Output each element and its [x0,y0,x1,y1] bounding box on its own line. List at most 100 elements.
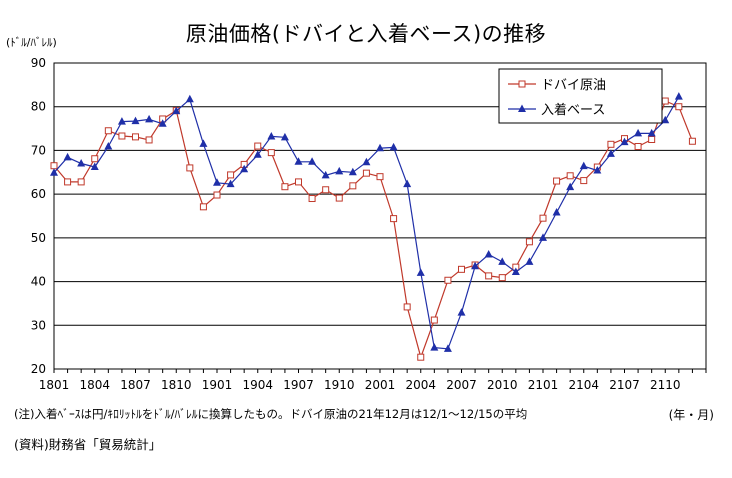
chart-title: 原油価格(ドバイと入着ベース)の推移 [185,22,547,46]
y-tick-label: 90 [31,56,46,70]
y-tick-label: 50 [31,231,46,245]
data-point-dubai [91,155,99,163]
data-point-dubai [580,177,588,185]
data-point-landed [593,166,602,174]
data-point-landed [484,249,493,258]
x-tick-label: 1904 [242,378,273,392]
x-tick-label: 2007 [446,378,477,392]
data-point-landed [253,150,262,158]
data-point-dubai [607,140,615,148]
x-tick-label: 1804 [79,378,110,392]
data-point-dubai [199,203,207,211]
data-point-landed [50,168,58,176]
data-point-dubai [118,132,126,140]
data-point-landed [77,159,86,167]
data-point-landed [674,92,683,100]
source-note: (資料)財務省「貿易統計」 [14,437,162,452]
data-point-landed [321,170,330,179]
data-point-landed [416,268,425,276]
data-point-landed [335,166,344,175]
data-point-dubai [430,316,438,324]
y-tick-label: 70 [31,143,46,157]
data-point-dubai [553,177,561,185]
data-point-dubai [308,195,316,203]
data-point-dubai [688,137,696,145]
data-point-dubai [104,127,112,135]
data-point-landed [145,114,154,123]
data-point-landed [90,162,99,171]
legend-label: 入着ベース [541,102,605,118]
data-point-landed [199,139,208,147]
data-point-dubai [376,173,384,181]
data-point-landed [430,343,439,351]
data-point-landed [362,157,371,166]
legend-box [498,68,663,124]
y-tick-label: 40 [31,275,46,289]
data-point-landed [63,152,72,161]
data-point-dubai [322,186,330,194]
data-point-dubai [213,191,221,199]
x-tick-label: 1901 [202,378,233,392]
data-point-dubai [362,169,370,177]
data-point-landed [240,164,249,173]
data-point-landed [294,157,303,165]
data-point-landed [620,137,629,146]
x-tick-label: 2010 [487,378,518,392]
legend-marker-square [518,80,526,88]
footnote: (注)入着ﾍﾞｰｽは円/ｷﾛﾘｯﾄﾙをﾄﾞﾙ/ﾊﾞﾚﾙに換算したもの。ドバイ原油… [14,407,528,421]
legend-marker-triangle [518,104,526,112]
data-point-dubai [145,136,153,144]
data-point-landed [552,208,561,216]
data-point-landed [525,257,534,265]
x-tick-label: 2101 [528,378,559,392]
data-point-landed [579,161,588,170]
data-point-landed [348,167,357,176]
data-point-dubai [77,178,85,186]
data-point-landed [376,143,384,152]
data-point-landed [471,261,480,270]
data-point-dubai [64,178,72,186]
x-tick-label: 2001 [365,378,396,392]
data-point-dubai [498,274,506,282]
x-tick-label: 1907 [283,378,314,392]
data-point-landed [457,308,466,316]
data-point-landed [131,116,140,125]
y-tick-label: 30 [31,318,46,332]
data-point-dubai [634,142,642,150]
data-point-landed [498,257,507,265]
data-point-dubai [417,353,425,361]
data-point-dubai [525,238,533,246]
x-tick-label: 2107 [609,378,640,392]
data-point-landed [280,132,289,141]
x-tick-label: 1807 [120,378,151,392]
data-point-landed [511,267,520,275]
data-point-landed [213,178,221,186]
data-point-dubai [390,215,398,223]
data-point-landed [647,128,656,137]
x-tick-label: 2004 [405,378,436,392]
data-point-dubai [648,136,656,143]
data-point-dubai [295,178,302,186]
y-tick-label: 20 [31,362,46,376]
data-point-dubai [349,182,357,190]
data-point-landed [661,115,670,124]
data-point-landed [539,233,547,241]
x-tick-label: 1801 [39,378,70,392]
legend-label: ドバイ原油 [541,78,606,93]
data-point-dubai [50,162,58,170]
data-point-dubai [254,142,262,150]
x-tick-label: 1910 [324,378,355,392]
data-point-landed [443,344,452,352]
x-tick-label: 2110 [650,378,681,392]
data-point-landed [117,117,126,125]
data-point-dubai [661,97,669,105]
data-point-dubai [227,171,235,179]
data-point-landed [158,119,167,127]
data-point-landed [104,141,113,150]
data-point-dubai [281,183,289,191]
x-tick-label: 2104 [568,378,599,392]
data-point-dubai [675,103,683,111]
data-point-landed [267,131,276,140]
data-point-dubai [132,133,139,141]
